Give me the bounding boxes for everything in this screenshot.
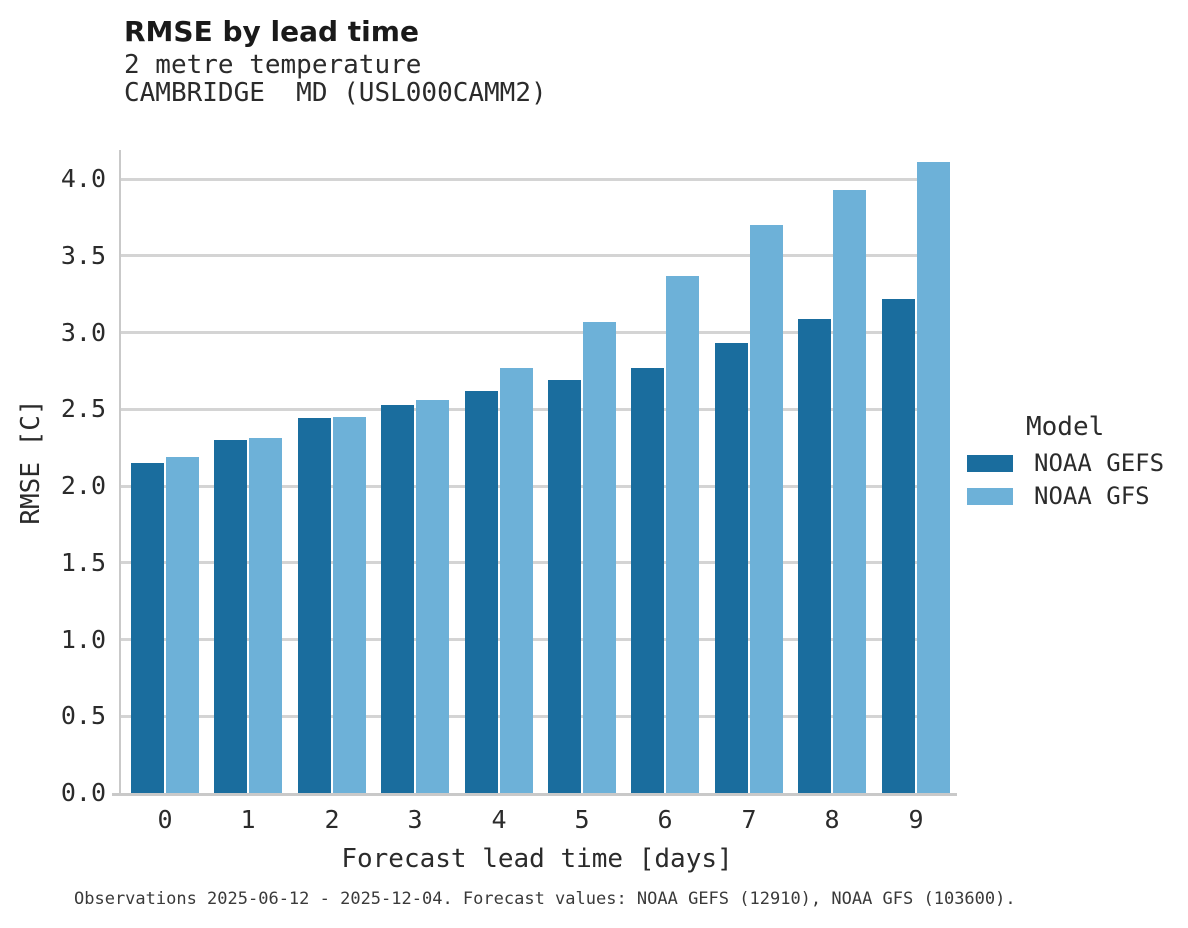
bar-noaa-gefs-lead6: [631, 368, 664, 793]
bar-noaa-gfs-lead9: [917, 162, 950, 793]
bar-noaa-gfs-lead1: [249, 438, 282, 793]
legend-swatch-noaa-gfs: [967, 488, 1013, 505]
y-tick-2.5: 2.5: [60, 394, 106, 423]
gridline-3.0: [121, 331, 950, 334]
x-axis-baseline: [112, 793, 957, 796]
bar-noaa-gfs-lead3: [416, 400, 449, 793]
y-tick-0.5: 0.5: [60, 701, 106, 730]
gridline-2.5: [121, 408, 950, 411]
bar-noaa-gfs-lead6: [666, 276, 699, 793]
bar-noaa-gfs-lead5: [583, 322, 616, 793]
x-tick-5: 5: [574, 805, 590, 834]
bar-noaa-gefs-lead1: [214, 440, 247, 793]
x-tick-6: 6: [657, 805, 673, 834]
gridline-1.0: [121, 638, 950, 641]
chart-subtitle-station: CAMBRIDGE MD (USL000CAMM2): [124, 78, 547, 108]
y-tick-1.5: 1.5: [60, 548, 106, 577]
x-axis-title: Forecast lead time [days]: [341, 844, 733, 874]
y-tick-3.0: 3.0: [60, 318, 106, 347]
x-tick-8: 8: [824, 805, 840, 834]
legend-title: Model: [1026, 412, 1105, 442]
bar-noaa-gfs-lead0: [166, 457, 199, 793]
gridline-0.5: [121, 715, 950, 718]
gridline-1.5: [121, 561, 950, 564]
chart-subtitle-variable: 2 metre temperature: [124, 50, 422, 80]
x-tick-7: 7: [741, 805, 757, 834]
bar-noaa-gfs-lead4: [500, 368, 533, 793]
bar-noaa-gefs-lead2: [298, 418, 331, 793]
bar-noaa-gfs-lead7: [750, 225, 783, 793]
x-tick-9: 9: [908, 805, 924, 834]
chart-title: RMSE by lead time: [124, 15, 419, 48]
y-tick-1.0: 1.0: [60, 625, 106, 654]
legend-label-noaa-gfs: NOAA GFS: [1034, 482, 1150, 510]
gridline-4.0: [121, 178, 950, 181]
y-tick-3.5: 3.5: [60, 241, 106, 270]
x-tick-0: 0: [157, 805, 173, 834]
gridline-3.5: [121, 254, 950, 257]
x-tick-2: 2: [324, 805, 340, 834]
bar-noaa-gefs-lead0: [131, 463, 164, 793]
footer-caption: Observations 2025-06-12 - 2025-12-04. Fo…: [74, 889, 1016, 909]
bar-noaa-gefs-lead5: [548, 380, 581, 793]
x-tick-3: 3: [407, 805, 423, 834]
bar-noaa-gefs-lead4: [465, 391, 498, 793]
y-tick-2.0: 2.0: [60, 471, 106, 500]
y-tick-4.0: 4.0: [60, 164, 106, 193]
gridline-2.0: [121, 485, 950, 488]
bar-noaa-gefs-lead7: [715, 343, 748, 793]
bar-noaa-gfs-lead8: [833, 190, 866, 793]
bar-noaa-gefs-lead3: [381, 405, 414, 793]
bar-noaa-gefs-lead9: [882, 299, 915, 793]
x-tick-4: 4: [491, 805, 507, 834]
legend-label-noaa-gefs: NOAA GEFS: [1034, 449, 1165, 477]
y-axis-spine: [119, 150, 121, 796]
bar-noaa-gfs-lead2: [333, 417, 366, 793]
bar-noaa-gefs-lead8: [798, 319, 831, 793]
y-tick-0.0: 0.0: [60, 778, 106, 807]
x-tick-1: 1: [240, 805, 256, 834]
legend-swatch-noaa-gefs: [967, 455, 1013, 472]
